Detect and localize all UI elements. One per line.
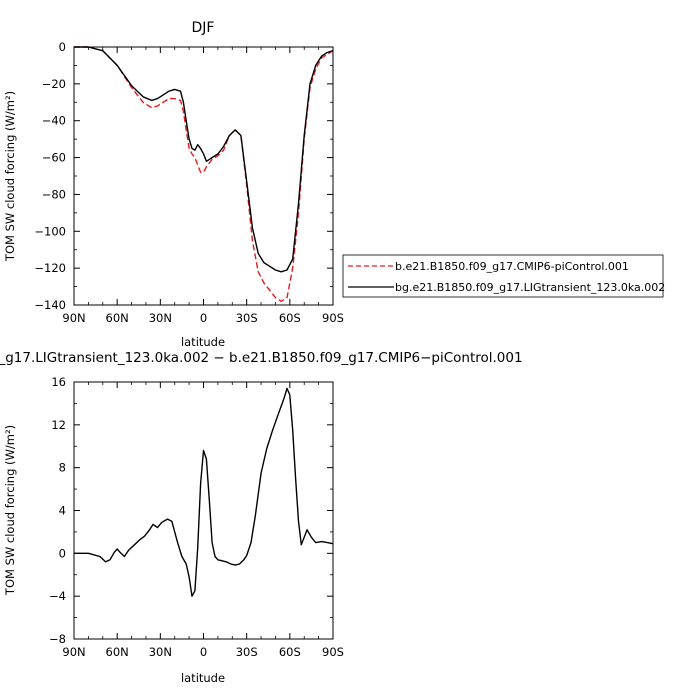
t-series-line-0 bbox=[74, 46, 334, 302]
b-series-line-0 bbox=[74, 387, 334, 597]
t-xtick-label-3: 0 bbox=[200, 311, 207, 325]
b-ytick-label-1: 12 bbox=[51, 418, 66, 432]
legend-box bbox=[342, 254, 664, 298]
b-ytick-label-5: −4 bbox=[49, 589, 66, 603]
t-xtick-label-2: 30N bbox=[149, 311, 172, 325]
bottom-plot-frame bbox=[73, 381, 334, 640]
t-xtick-label-4: 30S bbox=[236, 311, 258, 325]
b-xtick-label-3: 0 bbox=[200, 645, 207, 659]
top-title: DJF bbox=[192, 20, 215, 36]
t-xtick-label-0: 90N bbox=[62, 311, 85, 325]
bottom-title: bg.e21.B1850.f09_g17.LIGtransient_123.0k… bbox=[0, 350, 523, 366]
t-ytick-label-4: −80 bbox=[42, 187, 66, 201]
legend: b.e21.B1850.f09_g17.CMIP6-piControl.001 … bbox=[342, 254, 665, 298]
t-xtick-label-5: 60S bbox=[279, 311, 301, 325]
t-series-line-1 bbox=[74, 46, 334, 273]
b-xtick-label-5: 60S bbox=[279, 645, 301, 659]
legend-label-transient: bg.e21.B1850.f09_g17.LIGtransient_123.0k… bbox=[395, 281, 665, 294]
b-xtick-label-1: 60N bbox=[106, 645, 129, 659]
top-ticks: 90N 60N 30N 0 30S 60S 90S 0 −20 −40 −60 −80 −100 −120… bbox=[34, 40, 344, 325]
bottom-panel: bg.e21.B1850.f09_g17.LIGtransient_123.0k… bbox=[0, 350, 523, 685]
t-xtick-label-1: 60N bbox=[106, 311, 129, 325]
b-ytick-label-0: 16 bbox=[51, 375, 66, 389]
t-ytick-label-5: −100 bbox=[34, 224, 66, 238]
legend-label-control: b.e21.B1850.f09_g17.CMIP6-piControl.001 bbox=[395, 260, 629, 273]
t-ytick-label-2: −40 bbox=[42, 114, 66, 128]
bottom-series-lines bbox=[74, 387, 334, 597]
bottom-ylabel: TOM SW cloud forcing (W/m²) bbox=[3, 425, 17, 596]
b-xtick-label-0: 90N bbox=[62, 645, 85, 659]
t-xtick-label-6: 90S bbox=[322, 311, 344, 325]
b-ytick-label-2: 8 bbox=[59, 461, 66, 475]
b-xtick-label-4: 30S bbox=[236, 645, 258, 659]
top-plot-frame bbox=[73, 46, 334, 306]
b-xtick-label-2: 30N bbox=[149, 645, 172, 659]
top-series-lines bbox=[74, 46, 334, 302]
t-ytick-label-3: −60 bbox=[42, 151, 66, 165]
b-xtick-label-6: 90S bbox=[322, 645, 344, 659]
b-ytick-label-6: −8 bbox=[49, 632, 66, 646]
t-ytick-label-6: −120 bbox=[34, 261, 66, 275]
top-ylabel: TOM SW cloud forcing (W/m²) bbox=[3, 91, 17, 262]
top-xlabel: latitude bbox=[181, 335, 225, 349]
top-panel: DJF 90N 60N 30N 0 30S 60S 90S 0 −20 −40 −60 −80 −100… bbox=[3, 20, 344, 325]
t-ytick-label-1: −20 bbox=[42, 77, 66, 91]
t-ytick-label-7: −140 bbox=[34, 298, 66, 312]
b-ytick-label-3: 4 bbox=[59, 504, 66, 518]
bottom-xlabel: latitude bbox=[181, 671, 225, 685]
b-ytick-label-4: 0 bbox=[59, 546, 66, 560]
bottom-ticks: 90N 60N 30N 0 30S 60S 90S 16 12 8 4 0 −4 −8 bbox=[49, 375, 344, 659]
t-ytick-label-0: 0 bbox=[59, 40, 66, 54]
